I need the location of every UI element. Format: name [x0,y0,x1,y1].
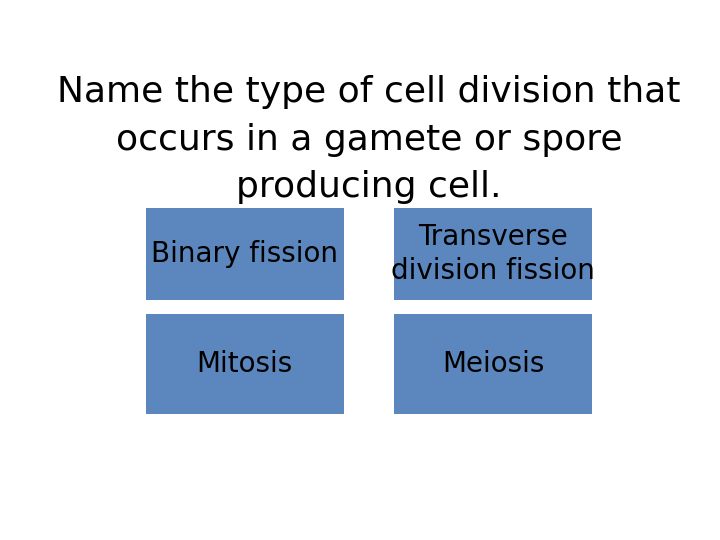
FancyBboxPatch shape [394,314,593,414]
Text: Binary fission: Binary fission [151,240,338,268]
FancyBboxPatch shape [145,208,344,300]
Text: Transverse
division fission: Transverse division fission [391,222,595,285]
Text: Name the type of cell division that
occurs in a gamete or spore
producing cell.: Name the type of cell division that occu… [58,75,680,204]
FancyBboxPatch shape [394,208,593,300]
Text: Meiosis: Meiosis [442,350,544,378]
FancyBboxPatch shape [145,314,344,414]
Text: Mitosis: Mitosis [197,350,293,378]
